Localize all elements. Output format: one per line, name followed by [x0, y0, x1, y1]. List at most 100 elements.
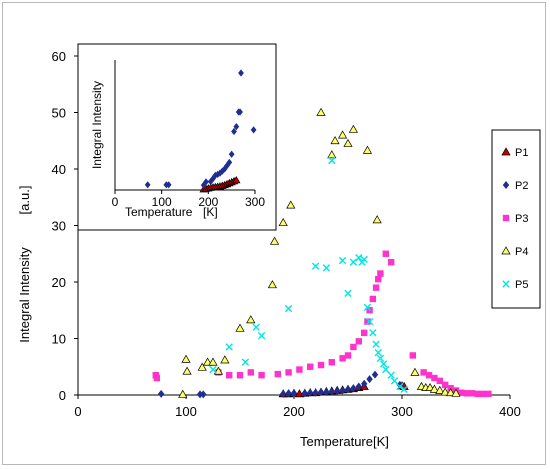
- data-point: [369, 329, 377, 337]
- inset-data-point: [144, 181, 151, 189]
- data-point: [339, 355, 346, 362]
- data-point: [328, 156, 336, 165]
- data-point: [375, 275, 382, 283]
- data-point: [196, 390, 204, 399]
- data-point: [429, 384, 440, 393]
- data-point: [225, 343, 233, 351]
- data-point: [286, 200, 296, 209]
- data-point: [374, 348, 382, 357]
- data-point: [445, 388, 456, 397]
- data-point: [182, 366, 192, 375]
- data-point: [440, 387, 450, 396]
- data-point: [311, 262, 320, 270]
- legend-label: P3: [515, 213, 528, 225]
- data-point: [312, 388, 319, 397]
- legend: P1 P2 P3 P4 P5: [491, 129, 541, 309]
- data-point: [316, 107, 326, 116]
- legend-marker: [501, 246, 511, 255]
- inset-x-ticks: 0 100 200 300: [112, 190, 265, 209]
- data-point: [485, 390, 492, 398]
- data-point: [338, 256, 347, 265]
- inset-data-point: [233, 123, 240, 131]
- data-point: [400, 385, 408, 394]
- inset-x-tick-label: 100: [152, 195, 172, 209]
- data-point: [241, 358, 250, 366]
- legend-marker: [502, 214, 510, 222]
- data-point: [317, 361, 325, 369]
- data-point: [431, 374, 438, 382]
- y-tick-label: 30: [52, 219, 66, 234]
- data-point: [474, 390, 481, 398]
- data-point: [246, 315, 256, 324]
- data-point: [379, 360, 388, 368]
- data-point: [327, 150, 337, 159]
- inset-data-point: [238, 69, 244, 77]
- data-point: [285, 389, 292, 398]
- data-point: [330, 136, 340, 145]
- data-point: [376, 354, 385, 362]
- legend-box: [491, 129, 541, 309]
- data-point: [463, 390, 470, 397]
- data-point: [371, 370, 379, 379]
- data-point: [372, 340, 380, 348]
- data-point: [296, 366, 303, 373]
- y-tick-label: 20: [52, 275, 66, 290]
- data-point: [274, 370, 281, 378]
- series-p5: [209, 156, 408, 394]
- data-point: [458, 389, 465, 396]
- data-point: [366, 375, 373, 384]
- data-point: [284, 304, 293, 313]
- inset-y-axis-label: Integral Intensity: [90, 81, 104, 169]
- data-point: [317, 388, 325, 397]
- data-point: [410, 367, 420, 376]
- data-point: [178, 389, 188, 398]
- inset-data-point: [237, 108, 243, 116]
- data-point: [435, 385, 445, 394]
- data-point: [469, 390, 476, 397]
- data-point: [451, 388, 461, 397]
- data-point: [388, 259, 395, 266]
- data-point: [362, 145, 373, 154]
- data-point: [344, 352, 352, 359]
- data-point: [323, 388, 330, 397]
- data-point: [257, 331, 266, 340]
- data-point: [350, 384, 357, 393]
- data-point: [334, 387, 341, 396]
- data-point: [339, 386, 346, 395]
- data-point: [360, 255, 368, 264]
- data-point: [157, 389, 165, 398]
- data-point: [372, 215, 382, 224]
- inset-data-point: [226, 158, 233, 166]
- data-point: [382, 250, 389, 257]
- data-point: [363, 303, 372, 312]
- inset-data-point: [232, 175, 241, 184]
- x-tick-label: 400: [499, 404, 521, 419]
- inset-data-point: [165, 181, 172, 189]
- data-point: [364, 318, 371, 325]
- inset-chart: 0 100 200 300 Temperature [K] Integral Inte…: [77, 43, 277, 231]
- data-point: [290, 389, 298, 398]
- data-point: [369, 295, 377, 303]
- data-point: [348, 124, 359, 133]
- legend-label: P2: [515, 180, 528, 192]
- data-point: [236, 372, 244, 379]
- y-axis-label: Integral Intensity: [17, 247, 32, 343]
- data-point: [328, 387, 335, 396]
- legend-marker: [502, 280, 510, 288]
- data-point: [247, 369, 254, 376]
- legend-label: P4: [515, 246, 528, 258]
- y-tick-label: 40: [52, 162, 66, 177]
- data-point: [258, 372, 265, 379]
- data-point: [181, 354, 191, 363]
- data-point: [301, 389, 308, 398]
- inset-x-axis-unit: [K]: [203, 205, 218, 219]
- data-point: [200, 390, 207, 399]
- inset-data-point: [250, 126, 257, 134]
- data-point: [280, 389, 287, 398]
- data-point: [372, 284, 380, 291]
- inset-data-point: [231, 127, 237, 136]
- inset-x-axis-label: Temperature: [125, 205, 193, 219]
- legend-label: P1: [515, 147, 528, 159]
- y-tick-label: 10: [52, 332, 66, 347]
